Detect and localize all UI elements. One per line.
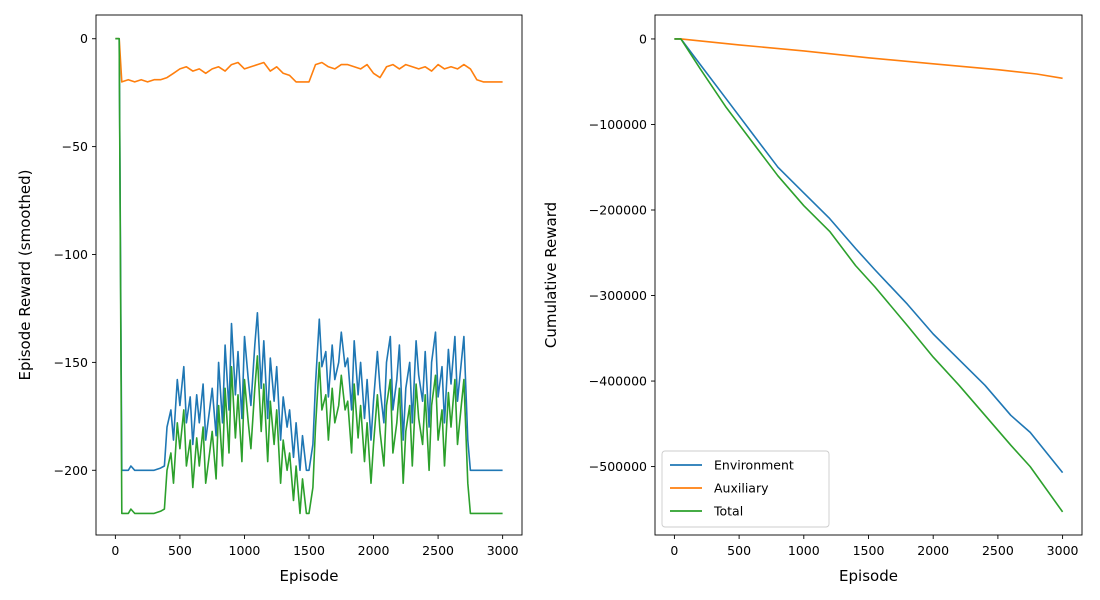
y-axis-label: Cumulative Reward <box>542 202 560 348</box>
y-tick-label: −400000 <box>589 374 647 389</box>
y-tick-label: −150 <box>54 355 88 370</box>
series-line-0 <box>115 37 503 472</box>
x-axis-label: Episode <box>280 567 339 585</box>
x-tick-label: 3000 <box>487 543 519 558</box>
x-tick-label: 2000 <box>358 543 390 558</box>
series-group <box>674 38 1064 513</box>
series-line-environment <box>674 38 1064 474</box>
y-tick-label: −50 <box>62 139 88 154</box>
left-chart: 0 500 1000 1500 2000 2500 3000 0 −50 −100 −150 −200… <box>16 14 523 585</box>
right-chart: 0 500 1000 1500 2000 2500 3000 0 −100000 −200000 −… <box>542 14 1083 585</box>
series-line-1 <box>115 37 503 83</box>
legend-label-total: Total <box>713 504 743 519</box>
x-tick-label: 500 <box>727 543 751 558</box>
x-tick-label: 0 <box>670 543 678 558</box>
x-tick-label: 0 <box>111 543 119 558</box>
series-line-total <box>674 38 1064 513</box>
x-tick-label: 2500 <box>422 543 454 558</box>
y-tick-label: −200000 <box>589 203 647 218</box>
series-line-auxiliary <box>674 38 1063 80</box>
legend-label-environment: Environment <box>714 458 794 473</box>
x-axis-label: Episode <box>839 567 898 585</box>
y-tick-label: −200 <box>54 463 88 478</box>
y-axis-label: Episode Reward (smoothed) <box>16 170 34 381</box>
y-tick-label: −500000 <box>589 459 647 474</box>
x-tick-label: 500 <box>168 543 192 558</box>
x-tick-label: 1000 <box>788 543 820 558</box>
y-tick-label: −300000 <box>589 288 647 303</box>
y-tick-label: −100 <box>54 247 88 262</box>
legend-box <box>661 450 830 528</box>
y-tick-label: 0 <box>639 31 647 46</box>
y-tick-label: 0 <box>80 31 88 46</box>
legend: Environment Auxiliary Total <box>661 450 830 528</box>
x-tick-label: 1500 <box>853 543 885 558</box>
series-group <box>115 37 503 515</box>
y-tick-label: −100000 <box>589 117 647 132</box>
x-tick-label: 2000 <box>917 543 949 558</box>
plot-frame <box>95 14 523 536</box>
legend-label-auxiliary: Auxiliary <box>714 481 769 496</box>
series-line-2 <box>115 37 503 515</box>
x-tick-label: 3000 <box>1047 543 1079 558</box>
x-tick-label: 1000 <box>229 543 261 558</box>
x-tick-label: 2500 <box>982 543 1014 558</box>
x-tick-label: 1500 <box>293 543 325 558</box>
